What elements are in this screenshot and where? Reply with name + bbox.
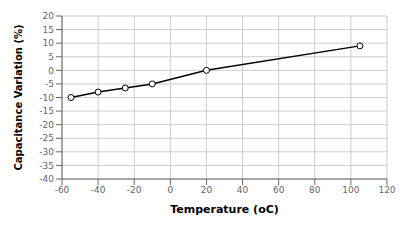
svg-text:10: 10 — [43, 38, 55, 48]
svg-text:Capacitance Variation (%): Capacitance Variation (%) — [13, 24, 24, 170]
svg-text:20: 20 — [201, 185, 213, 195]
svg-text:40: 40 — [237, 185, 249, 195]
svg-text:-20: -20 — [39, 120, 54, 130]
svg-text:-35: -35 — [39, 161, 54, 171]
svg-text:-60: -60 — [55, 185, 70, 195]
svg-text:-25: -25 — [39, 133, 54, 143]
svg-text:15: 15 — [43, 25, 54, 35]
svg-text:-15: -15 — [39, 106, 54, 116]
svg-text:60: 60 — [273, 185, 285, 195]
svg-text:-5: -5 — [45, 79, 54, 89]
svg-text:20: 20 — [43, 11, 55, 21]
svg-text:-10: -10 — [39, 93, 54, 103]
svg-text:Temperature (oC): Temperature (oC) — [170, 203, 279, 216]
svg-text:-40: -40 — [39, 174, 54, 184]
svg-text:-30: -30 — [39, 147, 54, 157]
svg-text:100: 100 — [342, 185, 359, 195]
svg-text:0: 0 — [167, 185, 173, 195]
svg-text:5: 5 — [48, 52, 54, 62]
svg-text:0: 0 — [48, 66, 54, 76]
svg-text:-40: -40 — [91, 185, 106, 195]
svg-text:-20: -20 — [127, 185, 142, 195]
svg-text:80: 80 — [309, 185, 321, 195]
svg-text:120: 120 — [378, 185, 395, 195]
